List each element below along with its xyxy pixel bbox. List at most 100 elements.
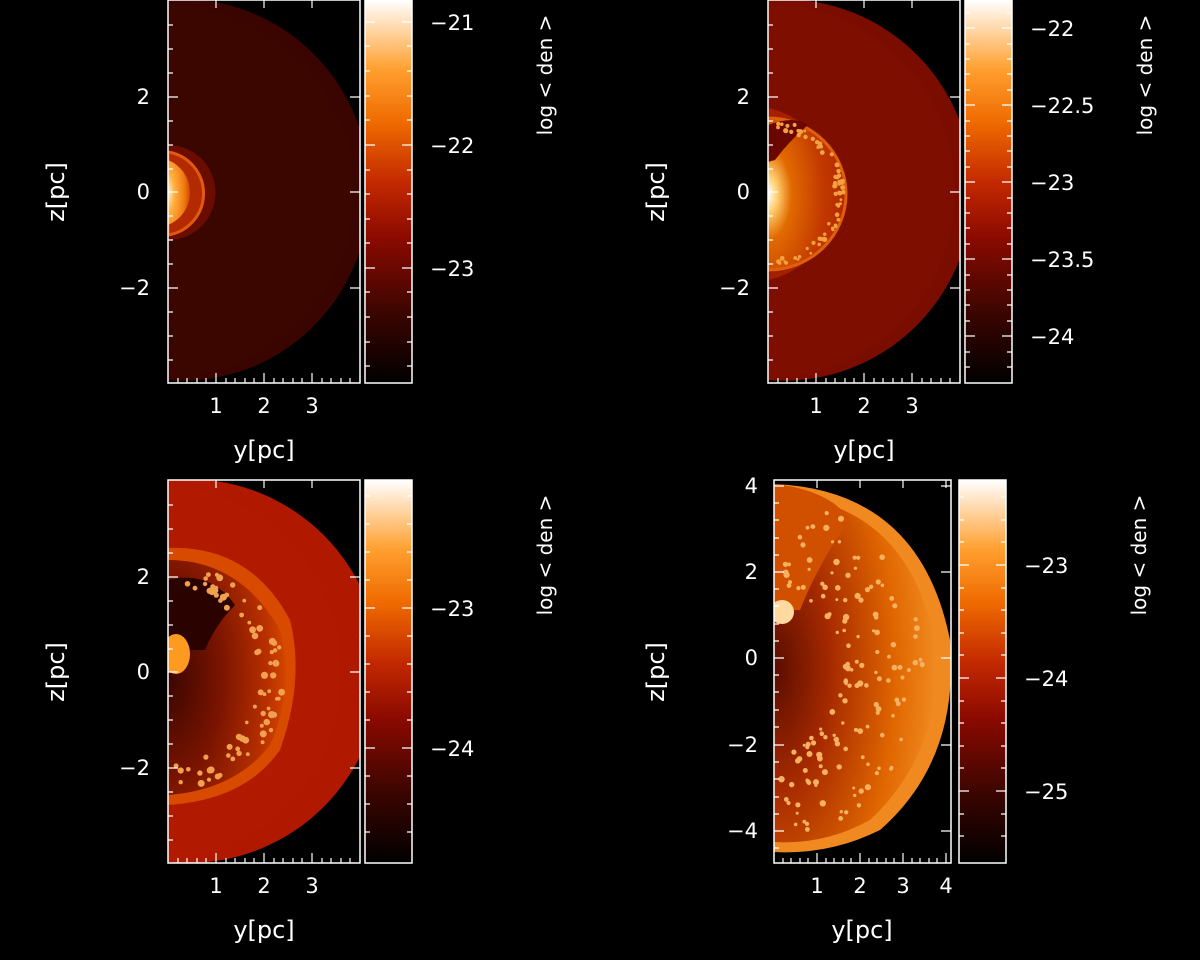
density-clump [845,665,851,672]
density-clump [203,576,208,581]
colorbar-tick-label: −23 [430,597,474,621]
density-clump [824,613,831,620]
x-axis-label: y[pc] [233,436,294,464]
density-clump [901,697,907,702]
ticks-4 [774,480,951,863]
hot-core-1 [168,160,191,225]
density-clump [810,136,815,141]
density-clump [800,542,806,548]
density-map-4 [774,484,951,853]
density-clump [796,258,800,261]
density-clump [212,587,219,594]
y-axis-label: z[pc] [642,642,670,702]
density-clump [889,766,893,771]
density-clump [260,671,269,679]
colorbar-4 [958,479,1007,864]
density-clump [844,810,849,815]
y-tick-label: 0 [745,646,758,670]
density-clump [223,604,230,611]
colorbar-tick-label: −21 [430,11,474,35]
density-clump [835,585,841,591]
panel-3: 1 2 3 2 0 −2 y[pc] z[pc] −23 −24 log < d… [42,479,557,944]
density-clump [918,657,923,662]
density-clump [795,811,799,815]
density-clump [857,680,864,687]
density-clump [800,584,806,590]
density-clump [879,554,885,560]
density-clump [230,582,236,588]
colorbar-3 [364,479,413,864]
density-map-2 [768,0,960,381]
density-clump [852,786,856,790]
density-clump [875,706,882,712]
density-clump [197,779,205,787]
density-clump [819,731,825,736]
density-clump [835,598,839,602]
density-clump [789,130,793,134]
density-clump [269,650,274,655]
x-tick-label: 3 [905,394,918,418]
density-clump [865,724,870,729]
density-clump [842,698,848,704]
y-tick-label: −2 [727,733,758,757]
density-clump [819,727,823,731]
density-clump [271,640,278,646]
density-clump [836,217,841,222]
density-clump [891,713,895,718]
density-clump [835,175,840,180]
density-clump [829,709,836,715]
density-clump [186,767,191,772]
density-clump [838,693,843,698]
density-clump [262,692,267,697]
density-clump [857,728,864,734]
density-clump [821,236,827,242]
upper-lobe-4 [774,484,850,610]
density-clump [843,746,848,752]
bubble-4 [774,495,937,843]
density-clump [782,561,789,567]
density-clump [854,592,861,600]
density-clump [788,580,792,585]
density-clump [257,689,264,696]
hot-core-3 [168,634,190,674]
colorbar-tick-label: −22 [1030,17,1074,41]
density-clump [836,764,842,770]
colorbar-2 [964,0,1013,384]
density-clump [845,661,850,667]
density-clump [906,668,911,673]
density-clump [874,629,880,636]
density-clump [797,255,802,259]
density-clump [809,599,813,603]
density-clump [236,750,242,757]
density-clump [810,524,816,529]
colorbar-tick-label: −24 [1030,325,1074,349]
ticks-2 [768,0,960,383]
clumps-2 [776,121,846,265]
density-clump [206,777,212,782]
density-clump [806,557,813,563]
density-clump [820,581,825,586]
density-clump [270,672,277,679]
density-clump [835,630,839,635]
x-tick-label: 3 [896,874,909,898]
density-clump [897,664,903,670]
density-clump [206,587,213,594]
density-clump [842,628,846,633]
density-clump [871,629,876,633]
ticks-3 [168,480,360,863]
density-clump [249,626,256,634]
density-clump [833,558,840,566]
x-axis-label: y[pc] [833,436,894,464]
density-clump [891,664,898,671]
y-tick-label: −2 [119,276,150,300]
colorbar-tick-label: −22.5 [1030,94,1094,118]
density-clump [877,766,881,771]
density-clump [827,222,831,226]
colorbar-tick-label: −23 [1030,171,1074,195]
x-tick-label: 3 [305,874,318,898]
density-clump [267,689,272,694]
density-clump [803,134,808,140]
density-clump [268,660,273,666]
panel-2: 1 2 3 2 0 −2 y[pc] z[pc] −22 −22.5 −23 −… [642,0,1157,464]
colorbar-tick-label: −25 [1024,780,1068,804]
